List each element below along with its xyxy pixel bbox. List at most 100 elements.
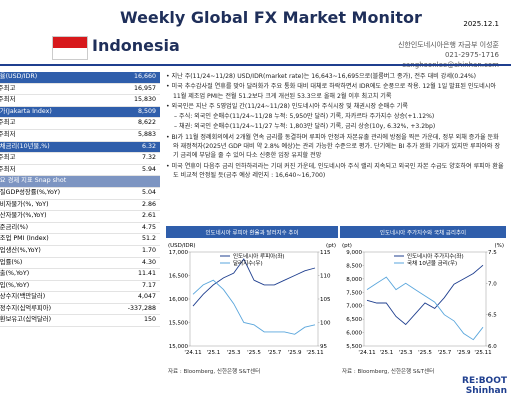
row-value: 15,830 <box>133 96 156 104</box>
row-value: 51.2 <box>141 235 156 243</box>
chart-title-bar <box>166 226 338 238</box>
row-value: 5.94 <box>141 165 156 173</box>
x-tick-label: '25.11 <box>474 350 491 356</box>
plot-frame <box>363 251 487 347</box>
tick-label: 100 <box>320 321 331 327</box>
legend-label: 인도네시아 루피아(좌) <box>233 252 285 260</box>
bullet: • 지난 주(11/24~11/28) USD/IDR(market rate)… <box>166 73 477 80</box>
row-label: 외환보유고(십억달러) <box>0 316 52 324</box>
date: 2025.12.1 <box>463 20 499 28</box>
row-value: 1.70 <box>141 246 156 254</box>
table-row: 산업생산(%,YoY) 1.70 <box>0 246 160 258</box>
row-label: 수입(%,YoY) <box>0 281 30 289</box>
row-value: 7.17 <box>141 281 156 289</box>
x-tick-label: '24.11 <box>184 350 201 356</box>
chart-title-bar <box>340 226 506 238</box>
legend-label: 국채 10년물 금리(우) <box>407 259 457 267</box>
logo-text: Shinhan <box>465 386 507 396</box>
table-row: 수입(%,YoY) 7.17 <box>0 281 160 293</box>
tick-label: 16,500 <box>169 274 189 280</box>
rule <box>0 64 511 66</box>
x-tick-label: '25.9 <box>288 350 302 356</box>
y2-axis-label: (%) <box>494 243 504 249</box>
x-tick-label: '25.7 <box>437 350 451 356</box>
row-value: 16,660 <box>133 73 156 80</box>
chart: 인도네시아 루피아 환율과 달러지수 추이 (USD/IDR) (pt) 15,000… <box>166 226 338 356</box>
row-value: 7.32 <box>141 154 156 162</box>
row-label: 소비자물가(%, YoY) <box>0 200 49 208</box>
row-value: 8,622 <box>137 119 156 127</box>
tick-label: 7,500 <box>346 290 362 296</box>
row-label: 재정수지(십억루피아) <box>0 304 52 312</box>
table-row: 소비자물가(%, YoY) 2.86 <box>0 200 160 212</box>
section-title: 주요 경제 지표 Snap shot <box>0 177 67 185</box>
chart-title: 인도네시아 루피아 환율과 달러지수 추이 <box>205 229 298 237</box>
sub-bullet: – 채권: 외국인 순매수(11/24~11/27 누적: 1,803만 달러)… <box>174 123 436 131</box>
row-label: 실질GDP성장률(%,YoY) <box>0 188 61 196</box>
flag <box>52 36 88 60</box>
source: 자료 : Bloomberg, 신한은행 S&T센터 <box>168 369 261 375</box>
x-tick-label: '25.5 <box>247 350 261 356</box>
row-label: 환율(USD/IDR) <box>0 73 38 80</box>
table-row: 환율(USD/IDR) 16,660 <box>0 72 160 84</box>
bullet: • 미국 연휴이 다음주 금리 인하하리라는 기대 커진 가운데, 인도네시아 … <box>166 162 504 179</box>
y2-axis-label: (pt) <box>326 243 336 249</box>
tick-label: 6.5 <box>488 313 497 319</box>
tick-label: 6,000 <box>346 331 362 337</box>
sub-bullet: – 주식: 외국인 순매수(11/24~11/28 누적: 5,950만 달러)… <box>174 113 435 121</box>
row-value: 5.04 <box>141 188 156 196</box>
contact-line: 신한인도네시아은행 자금부 이성훈 <box>397 41 499 49</box>
section-header: 주요 경제 지표 Snap shot <box>0 176 160 188</box>
tick-label: 7,000 <box>346 304 362 310</box>
row-value: 8,509 <box>137 107 156 115</box>
table-row: 기준금리(%) 4.75 <box>0 223 160 235</box>
row-value: 4.30 <box>141 258 156 266</box>
tick-label: 95 <box>320 344 327 350</box>
tick-label: 15,000 <box>169 344 189 350</box>
tick-label: 8,500 <box>346 263 362 269</box>
row-label: 경상수지(백만달러) <box>0 293 46 301</box>
row-label: 기준금리(%) <box>0 223 29 231</box>
tick-label: 15,500 <box>169 321 189 327</box>
source: 자료 : Bloomberg, 신한은행 S&T센터 <box>342 369 435 375</box>
bullet: • BI가 11월 정례회의에서 2개월 연속 금리를 동결하며 루피아 안정과… <box>166 133 501 160</box>
row-value: 6.32 <box>141 142 156 150</box>
row-value: 4.75 <box>141 223 156 231</box>
country: Indonesia <box>92 36 180 55</box>
bullet-text: 지난 주(11/24~11/28) USD/IDR(market rate)는 … <box>171 73 477 80</box>
x-tick-label: '25.7 <box>267 350 281 356</box>
bullet-text: 미국 연휴이 다음주 금리 인하하리라는 기대 커진 가운데, 인도네시아 주식… <box>171 162 504 179</box>
tick-label: 105 <box>320 297 331 303</box>
x-tick-label: '25.3 <box>227 350 241 356</box>
line-series <box>192 258 316 307</box>
tick-label: 6,500 <box>346 317 362 323</box>
x-tick-label: '24.11 <box>358 350 375 356</box>
table-row: 경상수지(백만달러) 4,047 <box>0 292 160 304</box>
x-tick-label: '25.11 <box>306 350 323 356</box>
bullet: • 미국 추수감사절 연휴를 맞아 달러화가 주요 통화 대비 대체로 하락하면… <box>166 83 496 100</box>
tick-label: 9,000 <box>346 250 362 256</box>
line-series <box>366 264 484 326</box>
bullet-text: 외국인은 지난 주 5영업일 간(11/24~11/28) 인도네시아 주식시장… <box>171 102 408 110</box>
row-value: 150 <box>143 316 156 324</box>
row-label: 생산자물가(%,YoY) <box>0 212 47 220</box>
row-value: 16,957 <box>133 84 156 92</box>
legend-label: 달러지수(우) <box>233 259 263 267</box>
row-value: 2.61 <box>141 212 156 220</box>
row-value: -337,288 <box>127 304 156 312</box>
tick-label: 17,000 <box>169 250 189 256</box>
x-tick-label: '25.1 <box>206 350 220 356</box>
logo-text: RE:BOOT <box>462 376 507 386</box>
chart-title: 인도네시아 주가지수와 국채 금리추이 <box>380 229 466 237</box>
table-row: 실업률(%) 4.30 <box>0 258 160 270</box>
tick-label: 110 <box>320 274 331 280</box>
x-tick-label: '25.5 <box>418 350 432 356</box>
